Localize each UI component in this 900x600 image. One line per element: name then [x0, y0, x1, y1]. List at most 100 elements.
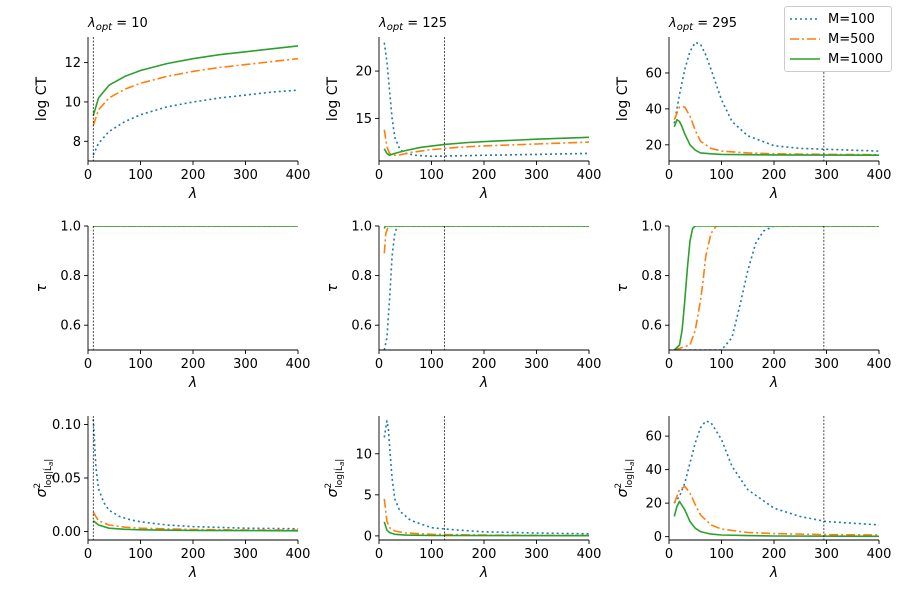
- panel-r2c1: 0 100 200 300 400 0 5 10 λ σ2log|Ĺa|: [324, 416, 601, 581]
- x-tick-label: 400: [286, 168, 311, 183]
- legend: M=100 M=500 M=1000: [784, 6, 892, 72]
- series-line-m100: [674, 226, 879, 350]
- x-tick-label: 100: [128, 168, 153, 183]
- series-line-m500: [383, 129, 589, 157]
- y-tick-label: 0.00: [52, 525, 81, 540]
- x-tick-label: 0: [84, 547, 92, 562]
- legend-swatch-m500: [790, 38, 820, 40]
- x-tick-label: 400: [577, 547, 602, 562]
- panel-title: λopt = 125: [378, 16, 447, 33]
- x-tick-label: 200: [762, 547, 787, 562]
- series-group: [92, 45, 298, 156]
- x-tick-label: 400: [577, 168, 602, 183]
- y-tick-label: 0.8: [351, 269, 372, 284]
- x-tick-label: 300: [814, 168, 839, 183]
- series-line-m500: [383, 498, 589, 537]
- x-tick-label: 100: [419, 357, 444, 372]
- x-axis-label: λ: [769, 186, 778, 202]
- x-tick-label: 200: [762, 357, 787, 372]
- legend-label-m500: M=500: [828, 31, 875, 47]
- y-axis-label: σ2log|Ĺa|: [33, 459, 55, 498]
- y-tick-label: 40: [645, 102, 662, 117]
- panel-r0c2: 0 100 200 300 400 20 40 60 λ log CT λopt = 295: [615, 16, 891, 202]
- x-tick-label: 400: [867, 168, 892, 183]
- legend-entry-m500: M=500: [785, 29, 891, 49]
- x-axis-label: λ: [479, 375, 488, 391]
- x-tick-label: 100: [419, 168, 444, 183]
- y-tick-label: 1.0: [641, 220, 662, 235]
- x-axis-label: λ: [188, 565, 197, 581]
- y-tick-label: 20: [645, 497, 662, 512]
- x-tick-label: 300: [233, 168, 258, 183]
- x-tick-label: 300: [814, 547, 839, 562]
- y-axis-label: log CT: [325, 76, 341, 121]
- x-axis-label: λ: [769, 565, 778, 581]
- y-tick-label: 0: [364, 529, 372, 544]
- x-tick-label: 100: [128, 357, 153, 372]
- y-axis-label: log CT: [615, 76, 631, 121]
- x-tick-label: 100: [709, 547, 734, 562]
- y-tick-label: 0.6: [351, 319, 372, 334]
- y-tick-label: 0: [654, 530, 662, 545]
- y-tick-label: 0.8: [641, 269, 662, 284]
- legend-label-m100: M=100: [828, 11, 875, 27]
- x-tick-label: 400: [867, 357, 892, 372]
- y-tick-label: 1.0: [351, 220, 372, 235]
- series-line-m500: [92, 57, 298, 126]
- x-tick-label: 0: [375, 547, 383, 562]
- x-tick-label: 200: [181, 547, 206, 562]
- series-line-m100: [92, 89, 298, 156]
- x-tick-label: 0: [84, 168, 92, 183]
- y-tick-label: 10: [64, 95, 81, 110]
- y-tick-label: 0.05: [52, 472, 81, 487]
- y-tick-label: 8: [73, 135, 81, 150]
- series-line-m100: [92, 419, 298, 530]
- x-axis-label: λ: [769, 375, 778, 391]
- x-axis-label: λ: [479, 565, 488, 581]
- x-tick-label: 0: [375, 357, 383, 372]
- x-tick-label: 300: [233, 547, 258, 562]
- x-tick-label: 200: [181, 168, 206, 183]
- x-tick-label: 400: [867, 547, 892, 562]
- series-group: [383, 42, 589, 158]
- panel-r1c0: 0 100 200 300 400 0.6 0.8 1.0 λ τ: [34, 220, 310, 392]
- x-tick-label: 200: [472, 547, 497, 562]
- y-axis-label: τ: [615, 283, 631, 292]
- legend-swatch-m1000: [790, 58, 820, 60]
- y-tick-label: 0.6: [641, 319, 662, 334]
- y-tick-label: 0.6: [60, 319, 81, 334]
- x-tick-label: 100: [709, 168, 734, 183]
- y-axis-label: log CT: [34, 76, 50, 121]
- x-tick-label: 0: [665, 357, 673, 372]
- y-tick-label: 0.10: [52, 418, 81, 433]
- x-tick-label: 300: [524, 168, 549, 183]
- x-tick-label: 300: [524, 357, 549, 372]
- x-tick-label: 400: [286, 547, 311, 562]
- x-axis-label: λ: [188, 375, 197, 391]
- series-line-m1000: [673, 118, 879, 156]
- x-tick-label: 200: [762, 168, 787, 183]
- panel-r2c0: 0 100 200 300 400 0.00 0.05 0.10 λ σ2log|Ĺa|: [33, 416, 310, 581]
- series-group: [92, 419, 298, 532]
- panel-title: λopt = 10: [87, 16, 148, 33]
- y-tick-label: 0.8: [60, 269, 81, 284]
- y-tick-label: 60: [645, 66, 662, 81]
- x-tick-label: 200: [472, 168, 497, 183]
- series-group: [383, 420, 589, 537]
- y-axis-label: σ2log|Ĺa|: [614, 459, 636, 498]
- panel-r0c0: 0 100 200 300 400 8 10 12 λ log CT λopt = 10: [34, 16, 310, 202]
- series-line-m500: [674, 226, 879, 350]
- series-line-m100: [383, 226, 589, 350]
- series-line-m1000: [383, 226, 589, 229]
- y-tick-label: 12: [64, 56, 81, 71]
- series-line-m1000: [92, 520, 298, 532]
- x-axis-label: λ: [188, 186, 197, 202]
- x-tick-label: 0: [375, 168, 383, 183]
- x-tick-label: 0: [665, 168, 673, 183]
- panel-r1c2: 0 100 200 300 400 0.6 0.8 1.0 λ τ: [615, 220, 891, 392]
- x-tick-label: 100: [419, 547, 444, 562]
- series-line-m1000: [383, 521, 589, 537]
- panel-r1c1: 0 100 200 300 400 0.6 0.8 1.0 λ τ: [325, 220, 601, 392]
- x-tick-label: 100: [128, 547, 153, 562]
- series-line-m500: [673, 106, 879, 156]
